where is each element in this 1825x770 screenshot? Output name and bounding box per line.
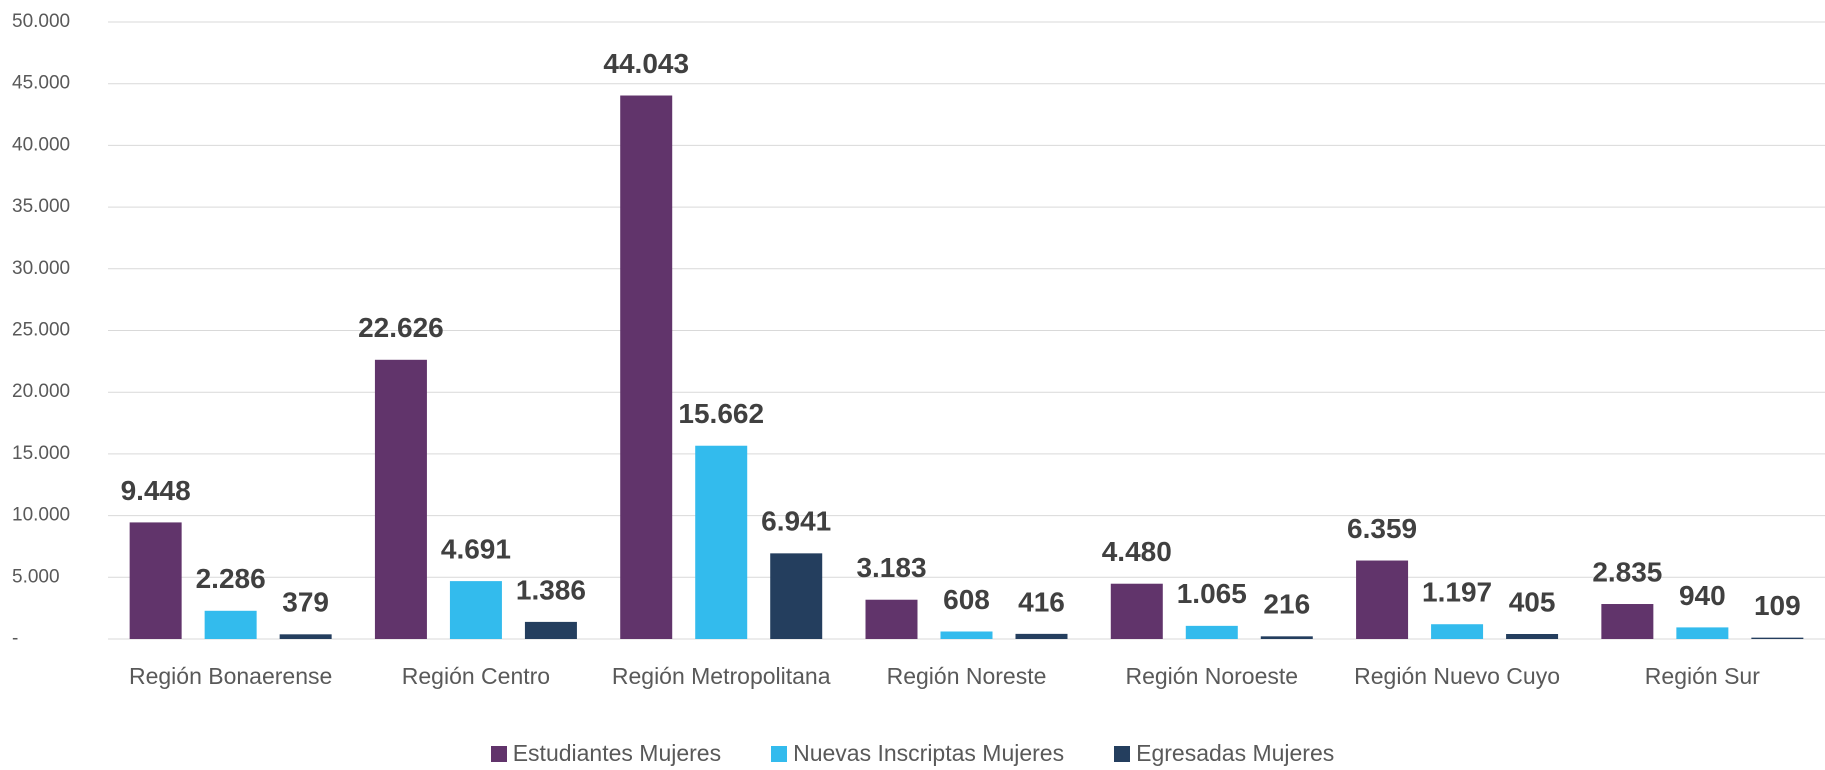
bar [374, 359, 427, 639]
data-label: 44.043 [603, 48, 689, 79]
bar [1676, 627, 1729, 639]
legend-item: Egresadas Mujeres [1114, 740, 1334, 767]
y-tick-label: 30.000 [12, 258, 70, 279]
bar [620, 95, 673, 639]
data-label: 1.197 [1422, 577, 1492, 608]
x-tick-label: Región Sur [1644, 663, 1760, 689]
data-label: 3.183 [856, 552, 926, 583]
data-label: 405 [1509, 586, 1556, 617]
bar [865, 599, 918, 639]
y-tick-label: 10.000 [12, 505, 70, 526]
x-tick-label: Región Noroeste [1125, 663, 1299, 689]
data-label: 4.480 [1102, 536, 1172, 567]
data-label: 608 [943, 584, 990, 615]
bar [129, 522, 182, 639]
legend-label: Nuevas Inscriptas Mujeres [793, 740, 1065, 766]
data-label: 379 [282, 587, 329, 618]
data-label: 6.941 [761, 506, 831, 537]
x-tick-label: Región Metropolitana [611, 663, 831, 689]
data-label: 109 [1754, 590, 1801, 621]
y-tick-label: 20.000 [12, 381, 70, 402]
bar [449, 581, 502, 639]
legend-swatch [771, 745, 788, 762]
y-tick-label: 25.000 [12, 320, 70, 341]
legend-swatch [490, 745, 507, 762]
data-label: 22.626 [358, 312, 444, 343]
bar [770, 553, 823, 639]
bar [1356, 560, 1409, 639]
data-label: 2.835 [1592, 556, 1662, 587]
legend-item: Nuevas Inscriptas Mujeres [771, 740, 1064, 767]
bar [1260, 636, 1313, 639]
bar [204, 610, 257, 639]
data-label: 1.386 [516, 574, 586, 605]
y-tick-label: 15.000 [12, 443, 70, 464]
data-label: 4.691 [441, 534, 511, 565]
bar [1431, 624, 1484, 639]
data-label: 6.359 [1347, 513, 1417, 544]
bar [279, 634, 332, 639]
bar [1015, 633, 1068, 639]
y-tick-label: 50.000 [12, 11, 70, 32]
x-tick-label: Región Nuevo Cuyo [1354, 663, 1560, 689]
legend-label: Estudiantes Mujeres [512, 740, 722, 766]
y-tick-label: 45.000 [12, 73, 70, 94]
y-tick-label: - [12, 628, 18, 649]
bar [695, 445, 748, 639]
bar [1751, 637, 1804, 639]
data-label: 940 [1679, 580, 1726, 611]
legend: Estudiantes Mujeres Nuevas Inscriptas Muj… [0, 740, 1825, 767]
bar [1601, 604, 1654, 639]
data-label: 15.662 [678, 398, 764, 429]
data-label: 2.286 [196, 563, 266, 594]
y-tick-label: 40.000 [12, 134, 70, 155]
legend-item: Estudiantes Mujeres [490, 740, 722, 767]
bar [1185, 625, 1238, 639]
x-tick-label: Región Noreste [886, 663, 1047, 689]
y-tick-label: 35.000 [12, 196, 70, 217]
data-label: 9.448 [121, 475, 191, 506]
data-label: 216 [1263, 589, 1310, 620]
y-tick-label: 5.000 [12, 566, 60, 587]
legend-label: Egresadas Mujeres [1136, 740, 1335, 766]
data-label: 416 [1018, 586, 1065, 617]
legend-swatch [1114, 745, 1131, 762]
bar [1506, 634, 1559, 639]
bar [1110, 583, 1163, 639]
bar [940, 631, 993, 639]
x-tick-label: Región Bonaerense [128, 663, 333, 689]
bar [524, 621, 577, 639]
x-tick-label: Región Centro [401, 663, 551, 689]
data-label: 1.065 [1177, 578, 1247, 609]
